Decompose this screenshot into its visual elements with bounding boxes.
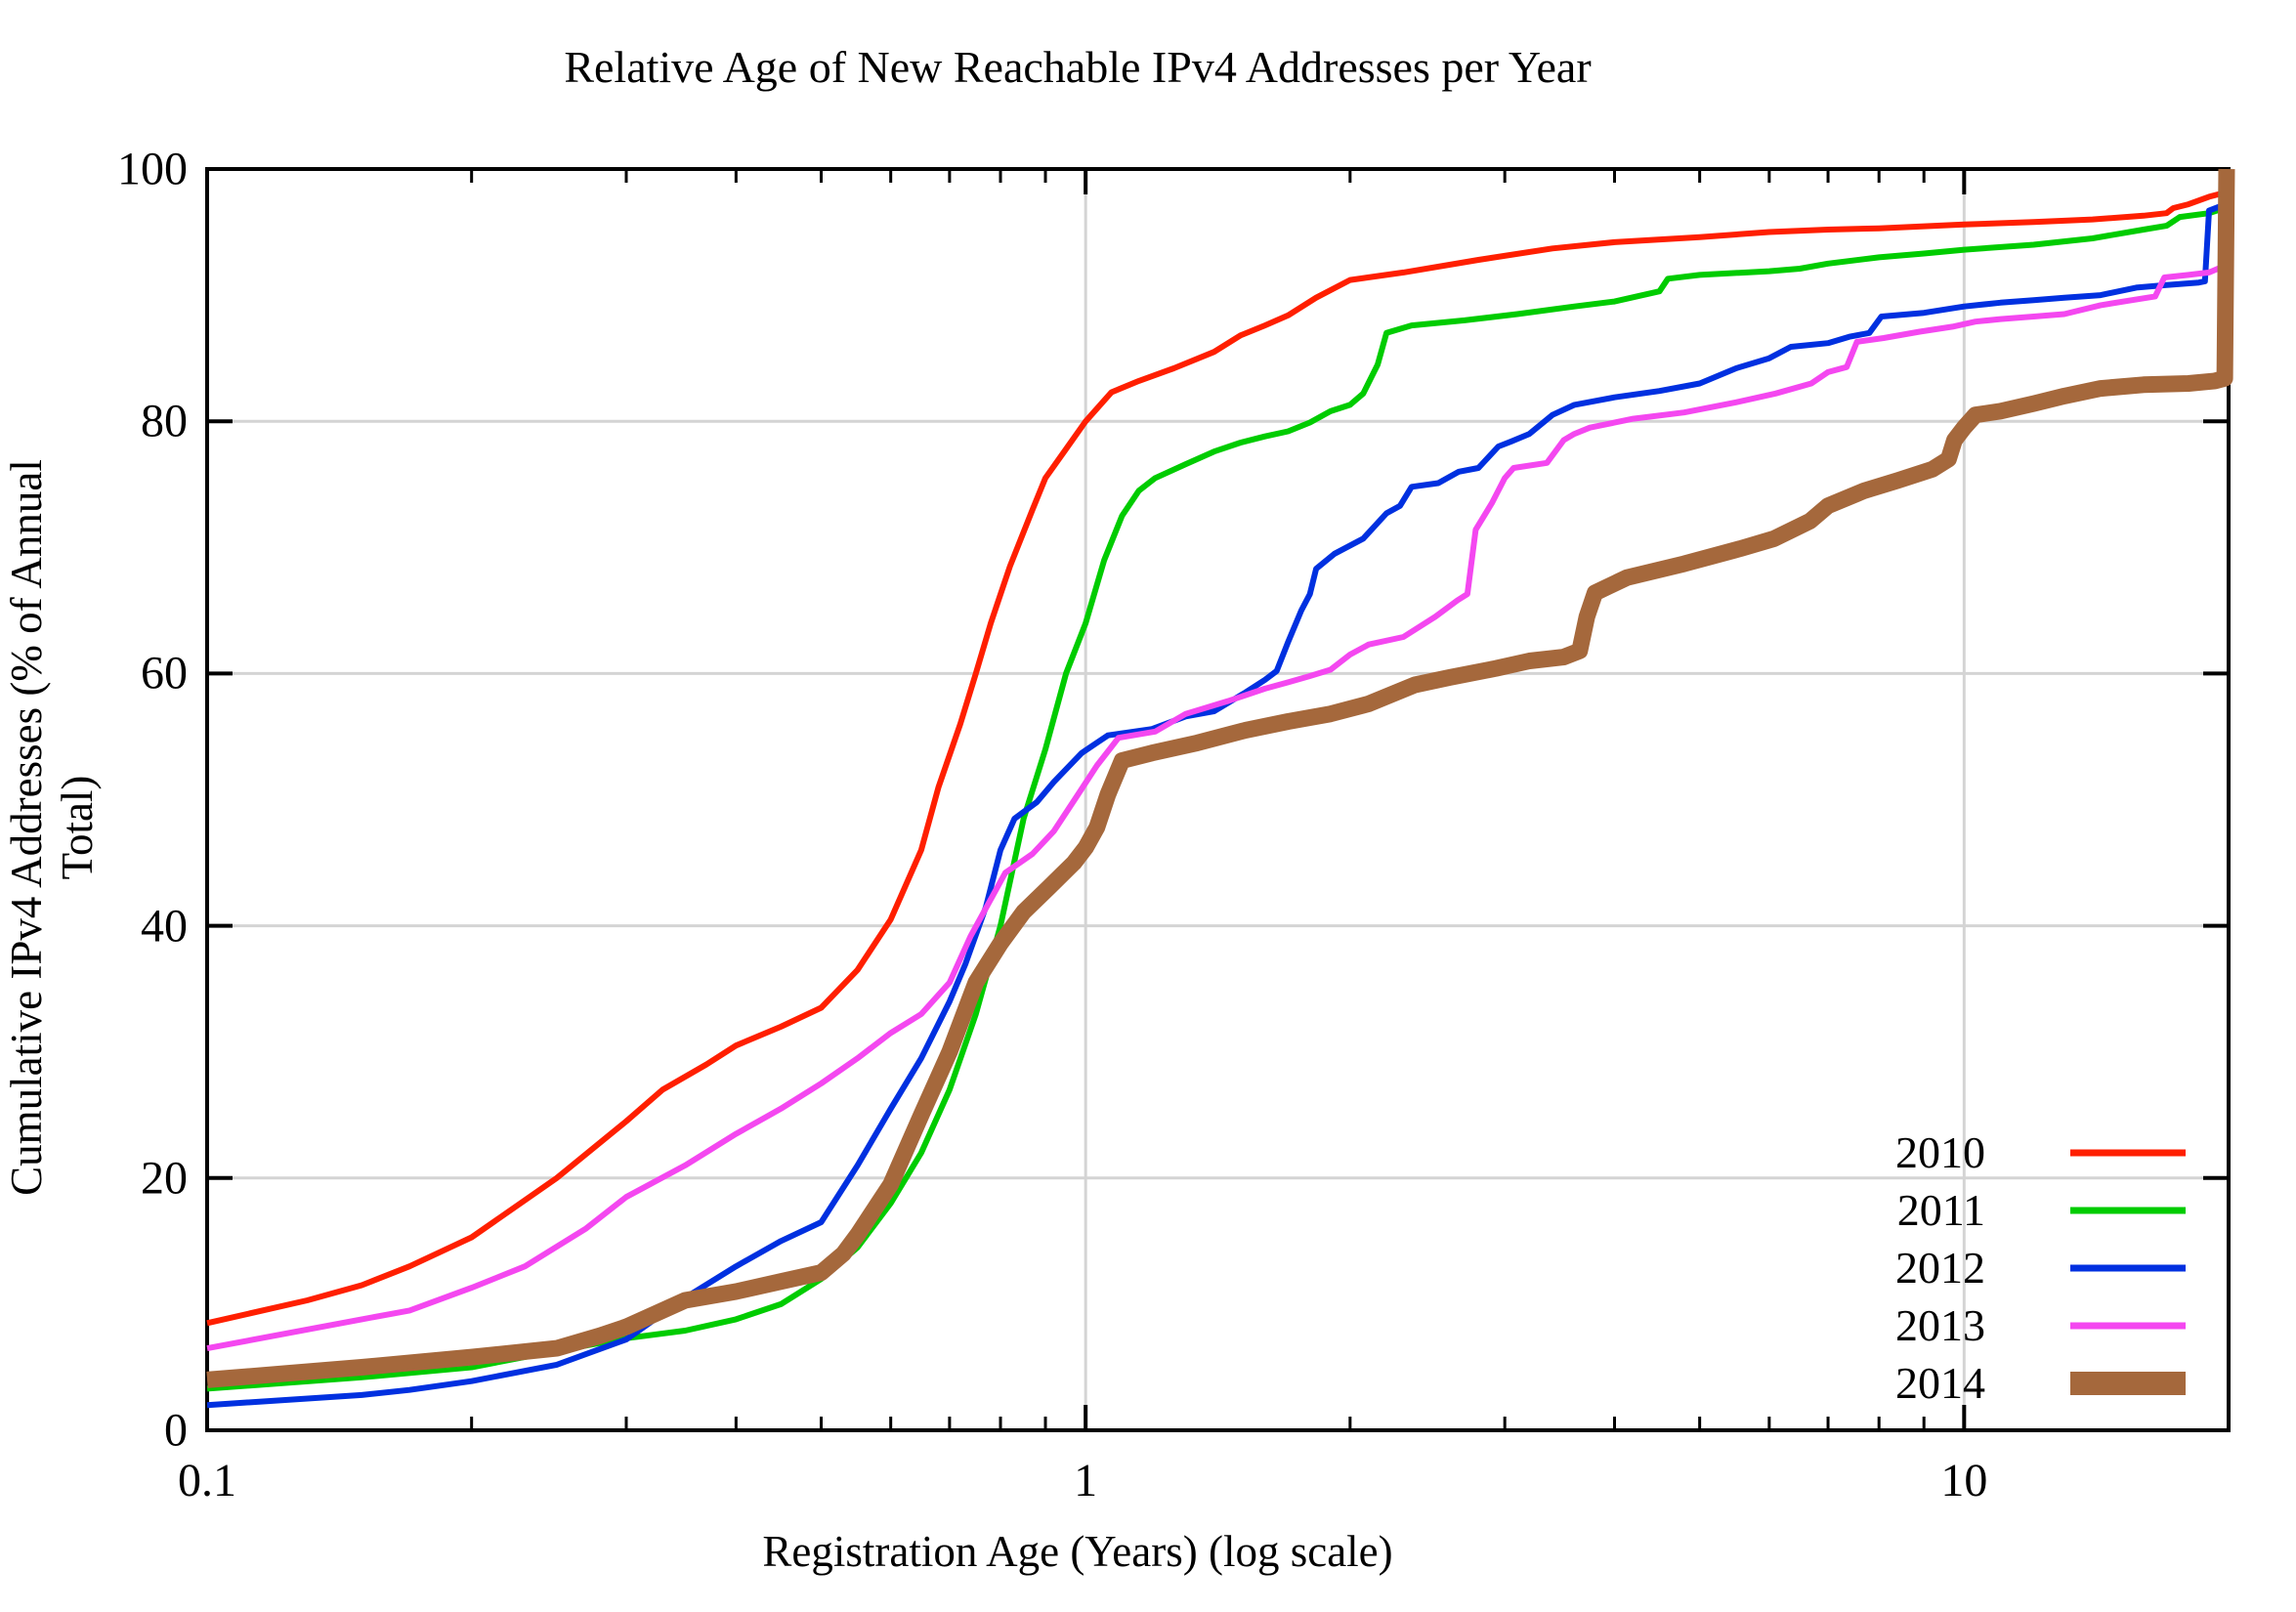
chart-title: Relative Age of New Reachable IPv4 Addre…	[0, 41, 2296, 93]
series-line-2013	[206, 257, 2232, 1352]
legend-label-2010: 2010	[1895, 1127, 1985, 1177]
y-tick-label-0: 0	[164, 1404, 188, 1457]
legend-label-2012: 2012	[1895, 1243, 1985, 1293]
legend-line-sample-2011	[2070, 1207, 2186, 1214]
y-tick-label-60: 60	[141, 647, 188, 700]
series-line-2014	[206, 168, 2235, 1388]
legend-line-sample-2012	[2070, 1264, 2186, 1272]
series-line-2010	[206, 189, 2230, 1327]
legend-label-2011: 2011	[1896, 1185, 1985, 1235]
legend-label-2013: 2013	[1895, 1300, 1985, 1350]
x-axis-label: Registration Age (Years) (log scale)	[0, 1526, 2296, 1577]
y-tick-label-80: 80	[141, 395, 188, 447]
y-tick-label-100: 100	[117, 143, 188, 195]
plot-border	[205, 167, 2231, 1432]
legend-item-2012: 2012	[1839, 1239, 2230, 1297]
chart-title-text: Relative Age of New Reachable IPv4 Addre…	[564, 42, 1592, 92]
series-line-2012	[206, 200, 2231, 1409]
x-axis-label-text: Registration Age (Years) (log scale)	[762, 1527, 1393, 1576]
x-tick-label-0.1: 0.1	[178, 1455, 236, 1506]
y-axis-label: Cumulative IPv4 Addresses (% of Annual T…	[2, 459, 102, 1196]
legend-line-sample-2014	[2070, 1372, 2186, 1395]
y-tick-label-40: 40	[141, 900, 188, 953]
y-tick-label-20: 20	[141, 1152, 188, 1205]
legend-item-2010: 2010	[1839, 1124, 2230, 1182]
legend-line-sample-2010	[2070, 1149, 2186, 1157]
legend-item-2011: 2011	[1839, 1181, 2230, 1240]
legend-item-2014: 2014	[1839, 1354, 2230, 1413]
x-tick-label-1: 1	[1074, 1455, 1098, 1506]
legend-line-sample-2013	[2070, 1322, 2186, 1330]
x-tick-label-10: 10	[1940, 1455, 1988, 1506]
legend-label-2014: 2014	[1895, 1358, 1985, 1408]
legend-item-2013: 2013	[1839, 1296, 2230, 1355]
